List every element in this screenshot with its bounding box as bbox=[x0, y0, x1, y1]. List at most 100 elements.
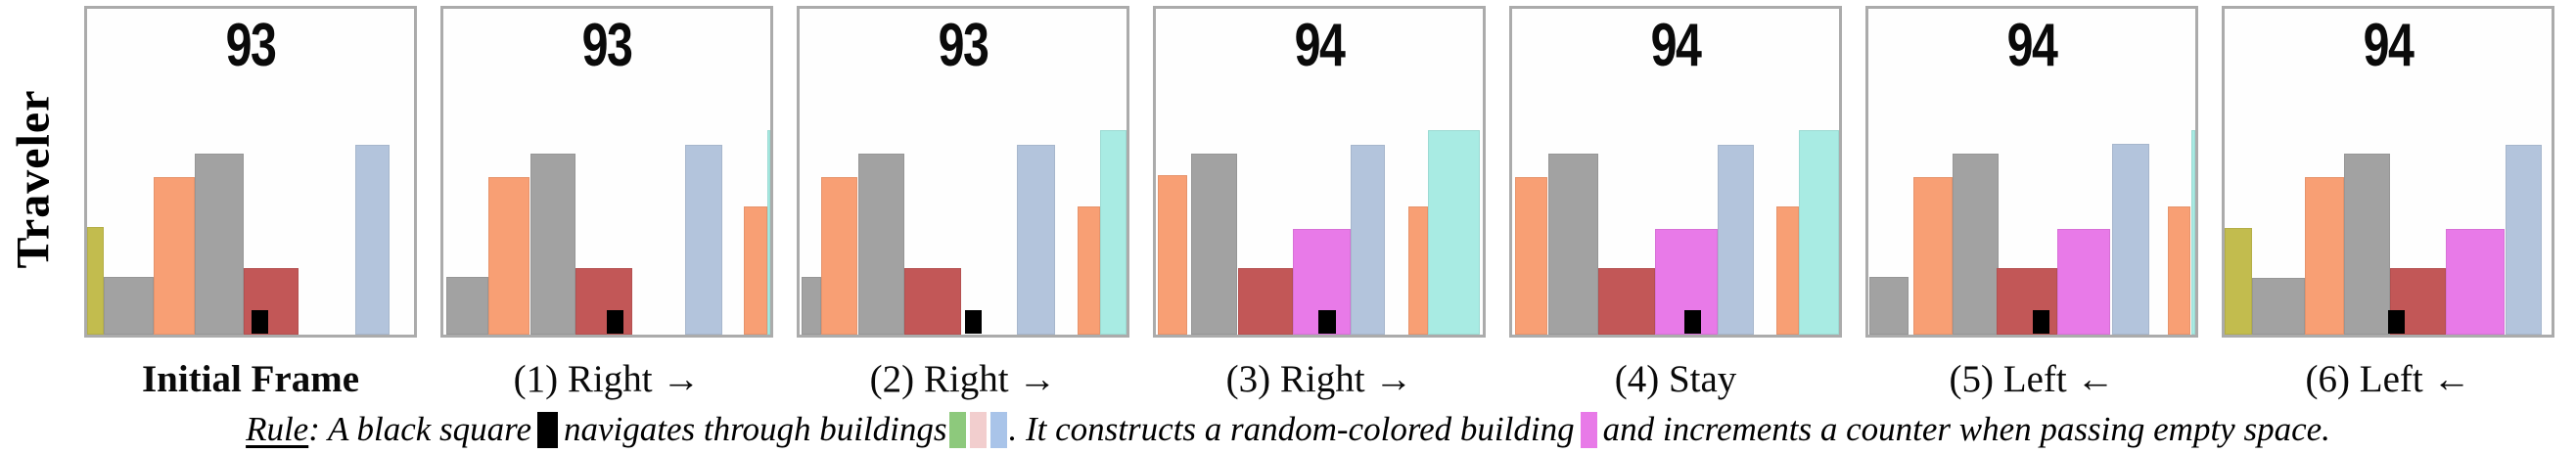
building-orange bbox=[488, 177, 530, 335]
building-lightblue bbox=[1717, 144, 1755, 335]
building-magenta bbox=[2056, 229, 2111, 335]
building-orange bbox=[154, 177, 196, 335]
building-orange bbox=[1913, 177, 1953, 335]
building-cyan bbox=[1798, 129, 1839, 335]
counter-value: 93 bbox=[581, 12, 633, 79]
building-darkred bbox=[575, 267, 633, 335]
building-gray bbox=[2343, 153, 2390, 335]
frame-column-initial: 93 Initial Frame bbox=[84, 6, 417, 401]
traveler-black-square bbox=[2388, 310, 2405, 334]
building-orange bbox=[821, 177, 857, 335]
building-magenta bbox=[2446, 229, 2505, 335]
building-orange bbox=[2305, 177, 2344, 335]
game-frame: 93 bbox=[797, 6, 1129, 338]
counter-value: 93 bbox=[225, 12, 277, 79]
rule-text: Rule: A black square navigates through bu… bbox=[0, 410, 2576, 449]
building-orange bbox=[2168, 206, 2190, 335]
building-gray bbox=[529, 153, 575, 335]
blue-building-swatch-icon bbox=[989, 412, 1007, 448]
counter-value: 94 bbox=[1650, 12, 1702, 79]
building-darkred bbox=[1597, 267, 1655, 335]
frame-column-4: 94 (4) Stay bbox=[1509, 6, 1842, 401]
frame-caption: (5) Left ← bbox=[1949, 358, 2115, 400]
building-lightblue bbox=[2112, 144, 2149, 335]
building-gray bbox=[1548, 153, 1598, 335]
frame-caption: (4) Stay bbox=[1614, 358, 1737, 400]
building-yellow bbox=[2225, 227, 2252, 335]
frame-caption: (2) Right → bbox=[869, 358, 1057, 400]
counter-value: 94 bbox=[2363, 12, 2415, 79]
building-lightblue bbox=[685, 144, 722, 335]
frames-row: 93 Initial Frame 93 (1) Right → 93 (2) R… bbox=[84, 6, 2554, 401]
rule-seg4: and increments a counter when passing em… bbox=[1602, 410, 2330, 448]
building-lightblue bbox=[2505, 144, 2543, 335]
building-lightblue bbox=[1351, 144, 1385, 335]
traveler-black-square bbox=[965, 310, 983, 334]
rule-seg2: navigates through buildings bbox=[564, 410, 947, 448]
buildings-canvas bbox=[1868, 9, 2195, 335]
counter-value: 94 bbox=[1294, 12, 1346, 79]
building-lightblue bbox=[1017, 144, 1056, 335]
building-orange bbox=[1407, 206, 1428, 335]
traveler-black-square bbox=[252, 310, 269, 334]
frame-column-2: 93 (2) Right → bbox=[797, 6, 1129, 401]
frame-caption: (3) Right → bbox=[1225, 358, 1413, 400]
building-cyan bbox=[2190, 129, 2195, 335]
building-gray bbox=[2251, 277, 2306, 335]
building-cyan bbox=[766, 129, 770, 335]
frame-caption: Initial Frame bbox=[141, 358, 360, 400]
building-gray bbox=[1869, 277, 1909, 335]
rule-seg1: : A black square bbox=[308, 410, 532, 448]
buildings-canvas bbox=[800, 9, 1127, 335]
traveler-black-square bbox=[607, 310, 623, 334]
frame-column-1: 93 (1) Right → bbox=[440, 6, 773, 401]
rule-seg3: . It constructs a random-colored buildin… bbox=[1008, 410, 1575, 448]
building-gray bbox=[1952, 153, 2000, 335]
building-gray bbox=[195, 153, 244, 335]
buildings-canvas bbox=[443, 9, 770, 335]
building-cyan bbox=[1427, 129, 1480, 335]
building-gray bbox=[446, 277, 489, 335]
building-orange bbox=[1515, 177, 1548, 335]
counter-value: 94 bbox=[2006, 12, 2058, 79]
building-lightblue bbox=[355, 144, 391, 335]
building-orange bbox=[743, 206, 767, 335]
row-label: Traveler bbox=[7, 89, 60, 269]
counter-value: 93 bbox=[938, 12, 989, 79]
frame-caption: (1) Right → bbox=[513, 358, 701, 400]
buildings-canvas bbox=[1156, 9, 1483, 335]
game-frame: 94 bbox=[1509, 6, 1842, 338]
building-swatches bbox=[947, 410, 1009, 448]
game-frame: 93 bbox=[84, 6, 417, 338]
green-building-swatch-icon bbox=[948, 412, 966, 448]
building-orange bbox=[1158, 174, 1188, 335]
building-darkred bbox=[1237, 267, 1293, 335]
game-frame: 93 bbox=[440, 6, 773, 338]
pink-building-swatch-icon bbox=[969, 412, 987, 448]
frame-caption: (6) Left ← bbox=[2305, 358, 2471, 400]
game-frame: 94 bbox=[1865, 6, 2198, 338]
rule-label: Rule bbox=[246, 410, 309, 448]
constructed-building-swatch-icon bbox=[1580, 412, 1597, 448]
building-orange bbox=[1078, 206, 1100, 335]
building-orange bbox=[1775, 206, 1799, 335]
building-gray bbox=[1191, 153, 1238, 335]
traveler-black-square bbox=[1317, 310, 1336, 334]
buildings-canvas bbox=[1512, 9, 1839, 335]
black-square-icon bbox=[537, 412, 559, 448]
frame-column-6: 94 (6) Left ← bbox=[2222, 6, 2554, 401]
building-gray bbox=[104, 277, 155, 335]
game-frame: 94 bbox=[1153, 6, 1486, 338]
buildings-canvas bbox=[87, 9, 414, 335]
traveler-black-square bbox=[2033, 310, 2049, 334]
building-gray bbox=[802, 277, 822, 335]
game-frame: 94 bbox=[2222, 6, 2554, 338]
traveler-black-square bbox=[1683, 310, 1701, 334]
frame-column-5: 94 (5) Left ← bbox=[1865, 6, 2198, 401]
building-gray bbox=[857, 153, 904, 335]
building-yellow bbox=[87, 227, 105, 335]
building-darkred bbox=[903, 267, 961, 335]
frame-column-3: 94 (3) Right → bbox=[1153, 6, 1486, 401]
building-cyan bbox=[1099, 129, 1127, 335]
